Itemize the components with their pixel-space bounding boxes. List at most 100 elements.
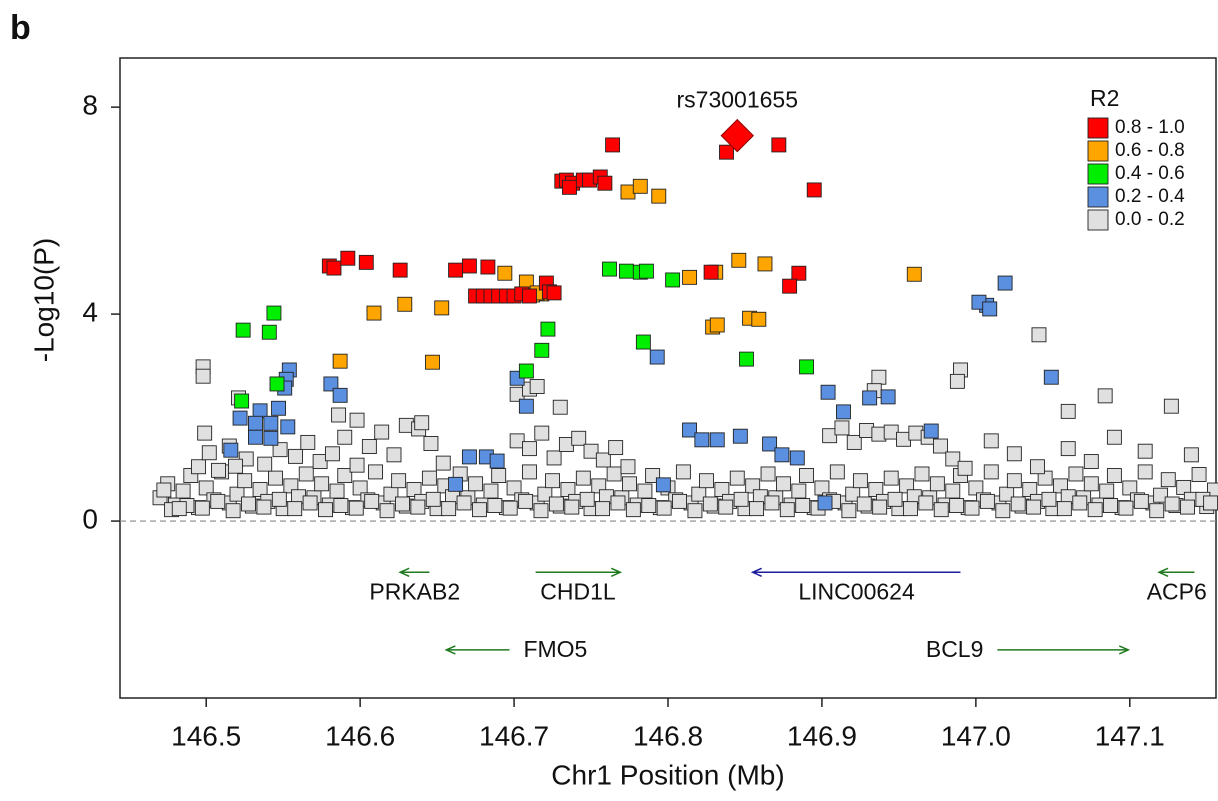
gene-label: LINC00624: [798, 578, 915, 604]
data-point: [641, 498, 657, 513]
data-point: [425, 491, 441, 507]
data-point: [1043, 369, 1059, 385]
data-point: [537, 486, 553, 502]
data-point: [914, 466, 930, 482]
data-point: [386, 447, 402, 463]
data-point: [302, 495, 318, 511]
data-point: [518, 493, 534, 509]
data-point: [841, 503, 857, 519]
y-axis-label: -Log10(P): [28, 238, 59, 363]
data-point: [1026, 499, 1042, 515]
data-point: [379, 503, 395, 519]
data-point: [509, 433, 525, 449]
data-point: [461, 258, 477, 274]
data-point: [1106, 468, 1122, 483]
legend-label: 0.6 - 0.8: [1115, 140, 1185, 161]
data-point: [252, 482, 268, 497]
data-point: [834, 420, 850, 436]
data-point: [1164, 496, 1180, 512]
data-point: [175, 483, 191, 499]
data-point: [323, 376, 339, 392]
data-point: [964, 500, 980, 516]
data-point: [655, 477, 671, 493]
data-point: [933, 502, 949, 518]
data-point: [1031, 327, 1047, 343]
data-point: [649, 349, 665, 365]
data-point: [1149, 503, 1165, 519]
data-point: [791, 483, 807, 499]
data-point: [435, 455, 451, 471]
data-point: [395, 496, 410, 512]
data-point: [1006, 473, 1022, 489]
data-point: [383, 486, 399, 502]
data-point: [225, 503, 241, 519]
data-point: [979, 493, 995, 509]
data-point: [789, 450, 805, 466]
data-point: [718, 499, 734, 515]
data-point: [945, 451, 961, 467]
data-point: [691, 486, 707, 502]
data-point: [733, 491, 749, 507]
data-point: [491, 468, 507, 483]
legend-label: 0.0 - 0.2: [1115, 209, 1185, 230]
gene-label: PRKAB2: [369, 578, 460, 604]
data-point: [234, 393, 250, 409]
data-point: [806, 182, 822, 198]
gene-arrowhead: [398, 567, 410, 577]
data-point: [340, 250, 356, 266]
data-point: [497, 265, 513, 281]
panel-label: b: [10, 9, 31, 47]
data-point: [906, 266, 922, 282]
data-point: [982, 301, 998, 317]
data-point: [194, 500, 210, 516]
data-point: [957, 460, 973, 476]
data-point: [791, 265, 807, 281]
data-point: [441, 501, 457, 517]
y-tick-label: 8: [82, 90, 98, 121]
data-point: [620, 459, 636, 475]
x-tick-label: 146.6: [325, 720, 395, 751]
legend-swatch: [1087, 163, 1109, 185]
data-point: [774, 447, 790, 463]
data-point: [760, 466, 776, 482]
data-point: [852, 473, 868, 489]
data-point: [529, 379, 545, 394]
data-point: [665, 272, 681, 288]
data-point: [1176, 479, 1192, 495]
legend-title: R2: [1090, 85, 1119, 111]
data-point: [410, 499, 426, 515]
data-point: [434, 300, 450, 316]
data-point: [197, 425, 213, 441]
data-point: [263, 430, 279, 446]
data-point: [846, 434, 862, 450]
data-point: [272, 442, 288, 458]
data-point: [702, 496, 718, 512]
data-point: [198, 480, 214, 496]
data-point: [1160, 472, 1176, 488]
x-tick-label: 147.0: [941, 720, 1011, 751]
gene-arrowhead: [1157, 567, 1169, 577]
data-point: [817, 495, 833, 511]
data-point: [868, 482, 884, 497]
data-point: [300, 434, 316, 450]
x-tick-label: 146.8: [633, 720, 703, 751]
data-point: [709, 317, 725, 333]
data-point: [263, 415, 279, 431]
data-point: [337, 429, 353, 445]
legend-label: 0.2 - 0.4: [1115, 186, 1185, 207]
data-point: [201, 445, 217, 461]
data-point: [949, 498, 965, 513]
data-point: [506, 480, 522, 496]
legend-swatch: [1087, 117, 1109, 139]
data-point: [364, 493, 380, 509]
data-point: [280, 419, 296, 435]
data-point: [1122, 480, 1138, 496]
data-point: [269, 376, 285, 392]
data-point: [332, 353, 348, 369]
data-point: [406, 482, 422, 497]
data-point: [583, 443, 599, 459]
data-point: [637, 483, 653, 499]
data-point: [1191, 467, 1207, 482]
data-point: [1022, 482, 1038, 497]
